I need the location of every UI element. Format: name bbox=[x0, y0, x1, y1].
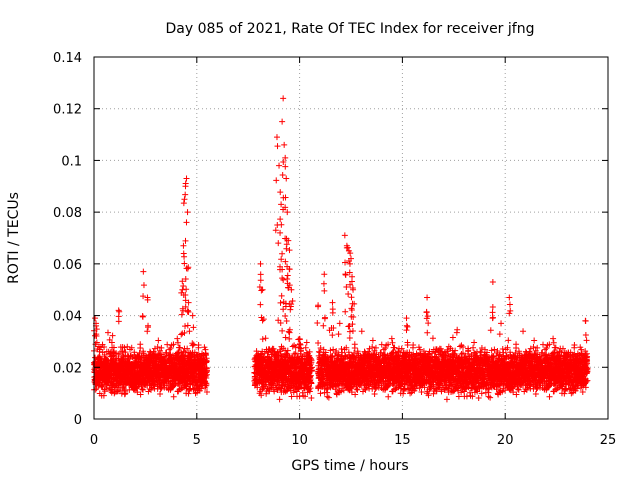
data-point bbox=[170, 341, 177, 348]
data-point bbox=[174, 335, 181, 342]
data-point bbox=[100, 392, 107, 399]
data-point bbox=[122, 390, 129, 397]
data-point bbox=[157, 390, 164, 397]
data-point bbox=[137, 341, 144, 348]
data-point bbox=[144, 328, 151, 335]
data-point bbox=[108, 339, 115, 346]
data-point bbox=[122, 349, 129, 356]
data-point bbox=[124, 343, 131, 350]
data-point bbox=[139, 386, 146, 393]
data-points bbox=[91, 95, 591, 403]
data-point bbox=[128, 344, 135, 351]
data-point bbox=[121, 344, 128, 351]
data-point bbox=[167, 345, 174, 352]
data-point bbox=[104, 329, 111, 336]
data-point bbox=[120, 352, 127, 359]
data-point bbox=[154, 343, 161, 350]
data-point bbox=[109, 332, 116, 339]
data-point bbox=[110, 344, 117, 351]
data-point bbox=[134, 389, 141, 396]
data-point bbox=[174, 339, 181, 346]
data-point bbox=[177, 386, 184, 393]
data-point bbox=[185, 390, 192, 397]
data-point bbox=[101, 343, 108, 350]
data-point bbox=[101, 351, 108, 358]
data-point bbox=[158, 344, 165, 351]
data-point bbox=[137, 391, 144, 398]
data-point bbox=[177, 344, 184, 351]
data-point bbox=[155, 337, 162, 344]
data-point bbox=[164, 341, 171, 348]
data-point bbox=[184, 345, 191, 352]
data-point bbox=[139, 386, 146, 393]
data-point bbox=[170, 393, 177, 400]
